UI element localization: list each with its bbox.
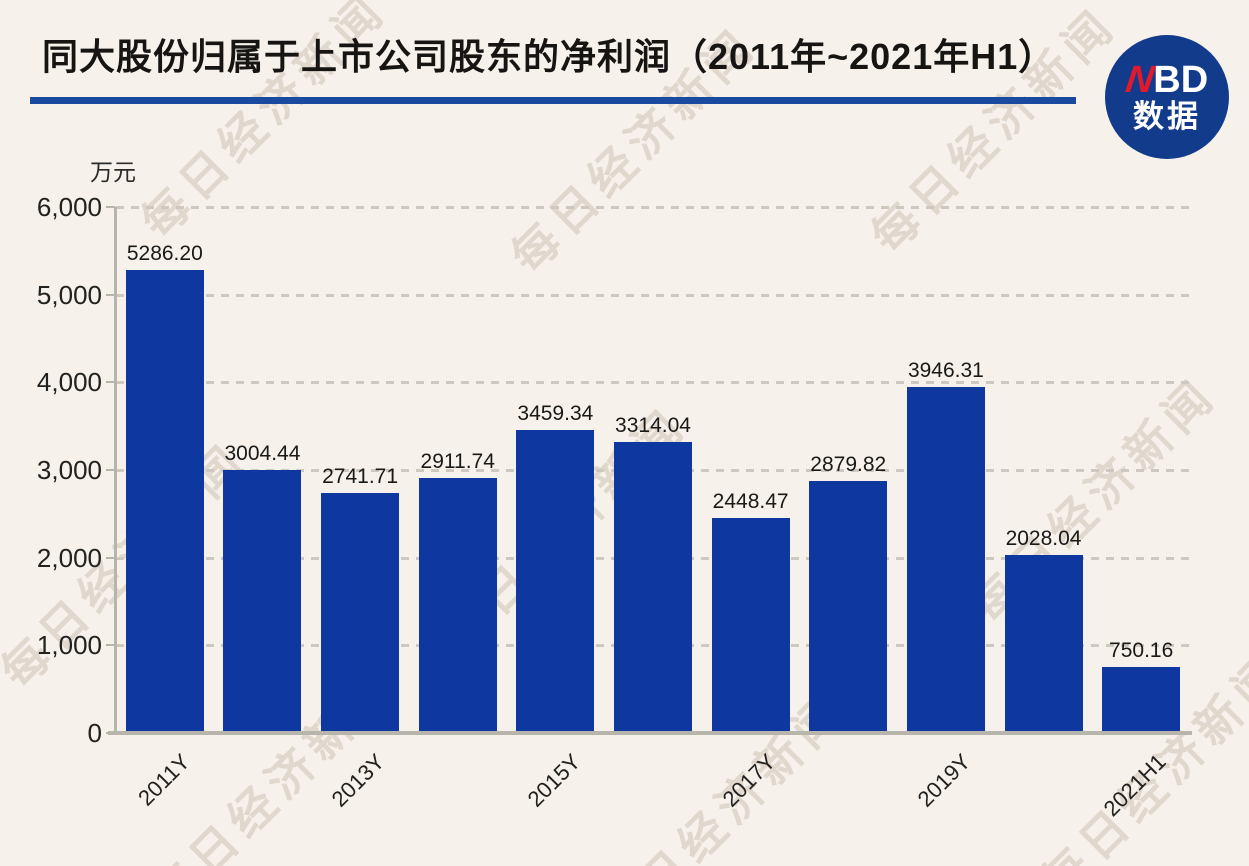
y-tick-label: 0 [87,718,102,748]
nbd-logo-letter-n: N [1122,58,1157,101]
bar-value-label: 2879.82 [810,452,887,476]
y-axis-tick [106,644,115,647]
nbd-logo-cn-text: 数据 [1133,98,1201,134]
bar-value-label: 3314.04 [615,414,691,438]
y-axis-unit-label: 万元 [90,159,136,185]
y-tick-label: 5,000 [36,279,102,310]
y-tick-label: 4,000 [36,367,102,398]
bar-value-label: 750.16 [1109,639,1174,663]
y-axis-tick [106,206,115,208]
bar [711,518,790,731]
bar [614,442,692,731]
y-tick-label: 2,000 [36,542,102,573]
y-tick-label: 1,000 [36,630,102,661]
bar-value-label: 2741.71 [322,464,399,488]
y-gridline [116,381,1190,385]
y-axis-tick [106,469,115,471]
y-axis-tick [106,381,115,384]
bar [223,469,302,731]
watermark-text: 每日经济新闻 [961,367,1228,634]
bar [125,269,204,731]
bar-value-label: 3459.34 [517,401,594,425]
bar-value-label: 3946.31 [907,359,984,383]
bar [809,480,888,731]
title-underline-rule [30,97,1076,104]
nbd-logo: NBD 数据 [1105,35,1229,159]
x-tick-label: 2019Y [912,749,976,812]
y-tick-label: 6,000 [36,192,102,222]
y-tick-label: 3,000 [36,455,102,485]
nbd-logo-wordmark: NBD [1122,58,1209,101]
bar-value-label: 3004.44 [224,441,301,465]
bar-value-label: 2911.74 [420,449,495,473]
y-gridline [116,206,1190,209]
nbd-logo-letters-bd: BD [1153,58,1209,101]
y-gridline [116,293,1190,297]
bar [418,477,497,731]
page-title: 同大股份归属于上市公司股东的净利润（2011年~2021年H1） [42,36,1056,77]
bar-value-label: 5286.20 [126,241,203,265]
x-axis-line [108,731,1192,735]
bar-value-label: 2028.04 [1005,527,1082,551]
bar [1102,667,1181,731]
x-tick-label: 2011Y [132,749,195,811]
x-tick-label: 2015Y [522,749,586,812]
bar [321,492,400,731]
bar [906,387,985,731]
bar-value-label: 2448.47 [712,490,789,514]
bar [516,429,595,731]
y-axis-tick [106,556,115,559]
y-axis-line [114,207,117,735]
bar [1004,555,1083,731]
y-axis-tick [106,293,115,296]
